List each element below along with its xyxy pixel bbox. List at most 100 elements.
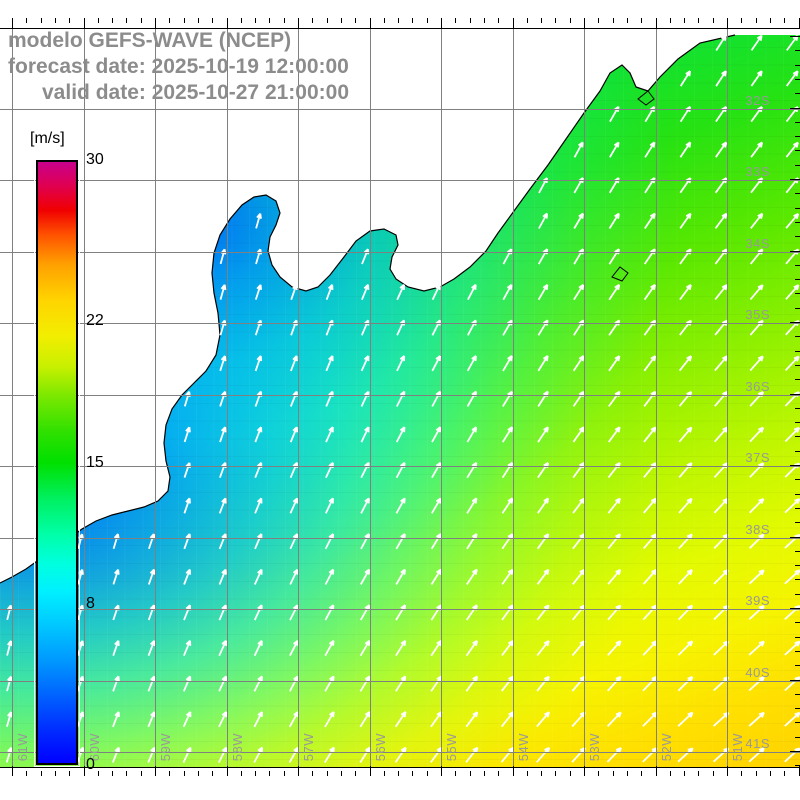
wind-arrow [643,390,657,407]
ruler-tick [240,18,242,23]
ruler-tick [626,771,628,776]
ruler-tick [483,18,485,23]
wind-arrow [360,390,370,407]
ruler-tick [795,293,800,295]
wind-arrow [183,640,192,657]
wind-arrow [785,212,800,229]
ruler-tick [183,771,185,776]
wind-arrow [714,284,728,301]
ruler-tick [126,771,128,776]
ruler-tick [790,322,800,323]
wind-arrow [750,212,764,229]
ruler-tick [412,771,414,776]
colorbar-gradient [36,160,78,765]
wind-arrow [147,746,156,763]
wind-arrow [536,711,550,728]
gridline-horizontal [0,323,800,324]
wind-arrow [677,711,694,727]
gridline-vertical [83,29,85,767]
wind-arrow [183,462,191,478]
ruler-tick [312,18,314,23]
ruler-tick [269,771,271,776]
ruler-tick [455,18,457,23]
wind-arrow [219,284,227,300]
ruler-tick [69,771,71,776]
ruler-tick [795,579,800,581]
gridline-vertical [727,29,728,767]
ruler-tick [155,18,156,28]
longitude-label: 51W [730,732,745,761]
gridline-vertical [584,29,585,767]
ruler-tick [155,766,156,776]
wind-arrow [678,355,693,372]
ruler-tick [169,771,171,776]
ruler-tick [441,766,442,776]
colorbar-tick-label: 0 [86,756,95,773]
ruler-tick [795,636,800,638]
wind-vector-arrows [5,34,800,763]
ruler-tick [795,736,800,738]
wind-arrow [572,390,585,407]
wind-arrow [749,426,765,443]
wind-arrow [608,390,621,407]
latitude-label: 36S [745,378,770,394]
ruler-tick [340,771,342,776]
wind-arrow [289,462,298,479]
wind-arrow [748,640,765,656]
wind-arrow [360,355,370,372]
longitude-label: 56W [372,732,388,761]
ruler-tick [383,771,385,776]
gridline-horizontal [0,394,800,396]
wind-arrow [573,212,584,229]
wind-arrow [219,426,227,443]
wind-arrow [608,283,621,301]
wind-arrow [289,568,299,585]
ruler-tick [790,107,800,109]
wind-arrow [255,213,262,229]
ruler-tick [412,18,414,23]
wind-arrow [324,639,335,657]
wind-arrow [290,355,298,372]
ruler-tick [795,436,800,438]
wind-arrow [679,70,691,87]
ruler-tick [226,18,228,28]
ruler-tick [212,18,214,23]
ruler-tick [795,78,800,80]
ruler-tick [795,450,800,452]
ruler-tick [112,18,114,23]
ruler-tick [584,18,585,28]
wind-arrow [396,284,405,301]
wind-arrow [325,390,334,407]
latitude-label: 35S [745,307,770,322]
wind-arrow [360,497,370,514]
ruler-tick [140,771,142,776]
ruler-tick [426,771,428,776]
wind-arrow [253,640,263,657]
ruler-tick [790,536,800,538]
ruler-tick [798,18,800,28]
wind-arrow [784,498,800,514]
wind-arrow [714,355,728,372]
ruler-tick [512,766,514,776]
wind-arrow [218,640,227,657]
ruler-tick [712,771,714,776]
wind-arrow [784,640,800,656]
wind-arrow [643,284,656,301]
wind-arrow [538,212,548,229]
wind-arrow [502,390,513,407]
ruler-tick [26,18,28,23]
gridline-horizontal [0,680,800,682]
ruler-tick [795,64,800,66]
wind-arrow [643,462,657,478]
wind-arrow [748,711,765,727]
wind-arrow [537,497,550,514]
ruler-tick [795,221,800,223]
wind-arrow [607,640,622,656]
wind-arrow [466,497,478,514]
ruler-tick [40,771,42,776]
wind-arrow [112,640,120,656]
wind-arrow [396,355,406,372]
wind-arrow [395,497,406,514]
land-mask [0,29,800,583]
